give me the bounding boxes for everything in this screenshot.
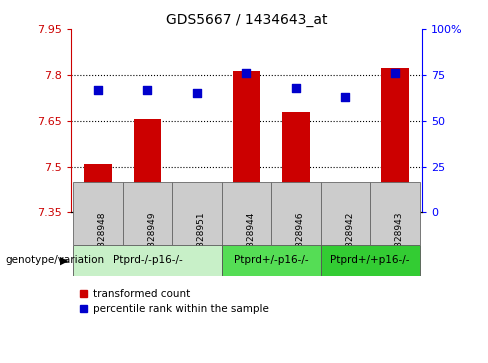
Text: Ptprd+/-p16-/-: Ptprd+/-p16-/- [234, 256, 308, 265]
Bar [134, 119, 161, 212]
Bar [73, 182, 122, 245]
Bar [271, 182, 321, 245]
Point [342, 94, 349, 100]
Point [391, 70, 399, 76]
Bar [172, 182, 222, 245]
Text: GSM1328949: GSM1328949 [147, 212, 157, 272]
Bar [283, 113, 309, 212]
Text: Ptprd+/+p16-/-: Ptprd+/+p16-/- [330, 256, 410, 265]
Bar [233, 70, 260, 212]
Bar [183, 186, 210, 212]
Text: Ptprd-/-p16-/-: Ptprd-/-p16-/- [113, 256, 183, 265]
Bar [222, 245, 321, 276]
Text: genotype/variation: genotype/variation [5, 256, 104, 265]
Point [193, 90, 201, 96]
Bar [332, 188, 359, 212]
Text: GSM1328951: GSM1328951 [197, 212, 206, 272]
Bar [321, 182, 370, 245]
Bar [84, 164, 112, 212]
Bar [321, 245, 420, 276]
Text: GSM1328943: GSM1328943 [395, 212, 404, 272]
Text: GSM1328942: GSM1328942 [346, 212, 354, 272]
Title: GDS5667 / 1434643_at: GDS5667 / 1434643_at [166, 13, 327, 26]
Legend: transformed count, percentile rank within the sample: transformed count, percentile rank withi… [76, 285, 273, 318]
Point [143, 87, 151, 93]
Bar [122, 182, 172, 245]
Text: ▶: ▶ [60, 256, 68, 265]
Bar [222, 182, 271, 245]
Bar [73, 245, 222, 276]
Point [292, 85, 300, 91]
Point [94, 87, 102, 93]
Point [243, 70, 250, 76]
Bar [381, 68, 408, 212]
Text: GSM1328944: GSM1328944 [246, 212, 255, 272]
Text: GSM1328948: GSM1328948 [98, 212, 107, 272]
Bar [370, 182, 420, 245]
Text: GSM1328946: GSM1328946 [296, 212, 305, 272]
